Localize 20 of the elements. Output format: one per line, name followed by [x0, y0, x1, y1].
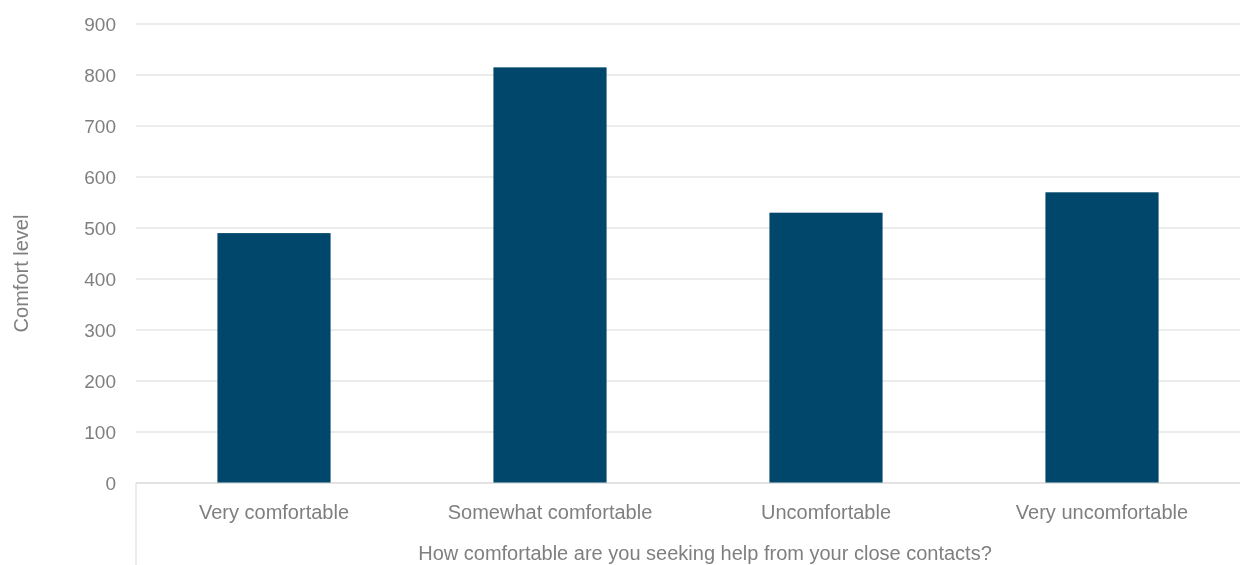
x-tick-label: Somewhat comfortable	[447, 501, 653, 523]
x-tick-label: Very comfortable	[198, 501, 350, 523]
y-axis-title: Comfort level	[10, 214, 32, 333]
bar	[217, 233, 331, 483]
y-tick-label: 500	[84, 217, 116, 239]
bar	[493, 67, 607, 483]
x-tick-label: Uncomfortable	[760, 501, 892, 523]
y-tick-label: 100	[84, 421, 116, 443]
y-tick-label: 600	[84, 166, 116, 188]
y-tick-label: 800	[84, 64, 116, 86]
y-tick-label: 200	[84, 370, 116, 392]
y-tick-label: 700	[84, 115, 116, 137]
x-tick-label: Very uncomfortable	[1015, 501, 1189, 523]
y-tick-label: 0	[105, 472, 116, 494]
y-tick-label: 900	[84, 13, 116, 35]
bar	[769, 212, 883, 483]
y-tick-label: 400	[84, 268, 116, 290]
bar	[1045, 192, 1159, 483]
y-tick-label: 300	[84, 319, 116, 341]
x-axis-title: How comfortable are you seeking help from your close contacts?	[418, 542, 992, 564]
